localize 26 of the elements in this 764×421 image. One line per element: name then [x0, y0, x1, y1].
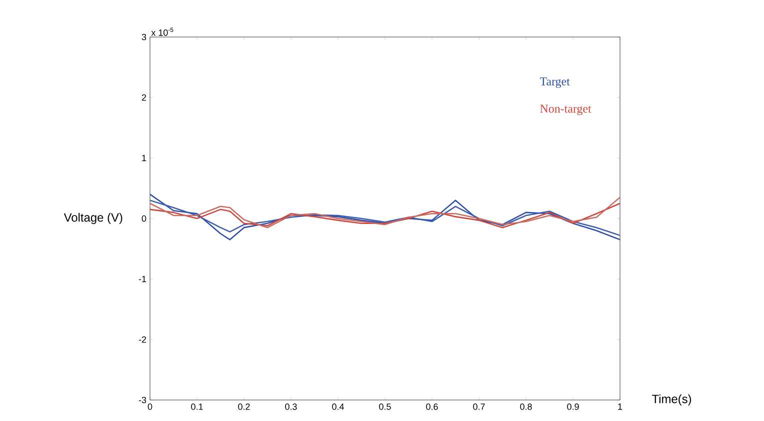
line-series [150, 196, 620, 228]
y-tick-label: -3 [138, 396, 146, 404]
x-tick-label: 0.5 [379, 404, 391, 410]
text: x 10$^{-5}$ [151, 28, 174, 36]
y-axis-title: Voltage (V) [64, 212, 122, 224]
x-tick-label: 0.4 [332, 404, 344, 410]
x-tick-label: 0.2 [238, 404, 250, 410]
y-tick-label: -1 [138, 276, 146, 282]
y-tick-label: 0 [142, 215, 146, 222]
y-tick-label: 2 [142, 94, 146, 101]
x-tick-label: 1 [618, 404, 622, 410]
x-tick-label: 0 [148, 404, 152, 410]
x-tick-label: 0.6 [426, 404, 438, 410]
x-tick-label: 0.7 [473, 404, 485, 410]
x-tick-label: 0.8 [520, 404, 532, 410]
line-series [150, 202, 620, 228]
x-axis-title: Time(s) [652, 394, 692, 406]
x-tick-label: 0.3 [285, 404, 297, 410]
y-tick-label: 1 [142, 154, 146, 162]
y-tick-label: 3 [142, 34, 146, 40]
x-tick-label: 0.9 [567, 404, 579, 410]
text: Non-target [540, 104, 592, 116]
y-tick-label: -2 [138, 336, 146, 343]
text: Target [540, 77, 570, 88]
line-series [150, 200, 620, 236]
x-tick-label: 0.1 [191, 404, 203, 410]
